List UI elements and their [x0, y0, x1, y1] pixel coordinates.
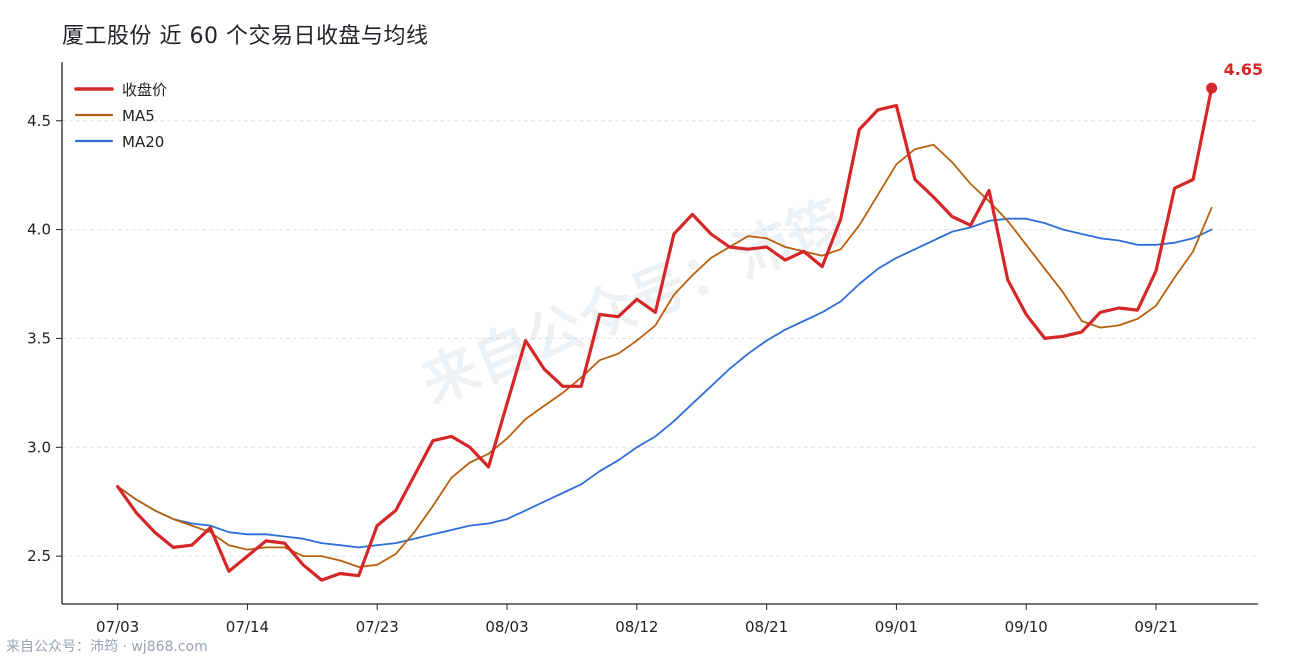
- axes: 2.5 3.0 3.5 4.0 4.5 07/03 07/14 07/23 08/03 08/12…: [27, 62, 1258, 636]
- legend-label: 收盘价: [122, 81, 167, 99]
- x-tick-label: 09/10: [1005, 618, 1048, 636]
- chart-title: 厦工股份 近 60 个交易日收盘与均线: [62, 24, 429, 49]
- close-price-line: [115, 86, 1214, 582]
- x-tick-label: 07/03: [96, 618, 139, 636]
- y-tick-label: 4.0: [27, 221, 51, 239]
- grid-lines: [62, 120, 1258, 557]
- footer-credit: 来自公众号：沛筠 · wj868.com: [6, 639, 208, 655]
- y-tick-label: 3.5: [27, 329, 51, 347]
- x-tick-label: 08/03: [485, 618, 528, 636]
- x-tick-label: 08/12: [615, 618, 658, 636]
- legend-label: MA20: [122, 133, 164, 151]
- x-tick-label: 09/21: [1134, 618, 1177, 636]
- x-tick-label: 07/23: [356, 618, 399, 636]
- legend-label: MA5: [122, 107, 155, 125]
- x-tick-label: 08/21: [745, 618, 788, 636]
- ma5-line: [116, 143, 1213, 568]
- legend: 收盘价 MA5 MA20: [74, 81, 167, 151]
- series-lines: 4.65: [115, 60, 1263, 582]
- ma20-line: [116, 217, 1213, 549]
- y-tick-label: 3.0: [27, 438, 51, 456]
- x-tick-label: 07/14: [226, 618, 269, 636]
- x-tick-label: 09/01: [875, 618, 918, 636]
- last-close-label: 4.65: [1224, 60, 1263, 79]
- y-tick-label: 4.5: [27, 112, 51, 130]
- y-tick-label: 2.5: [27, 547, 51, 565]
- last-close-point: [1206, 82, 1218, 94]
